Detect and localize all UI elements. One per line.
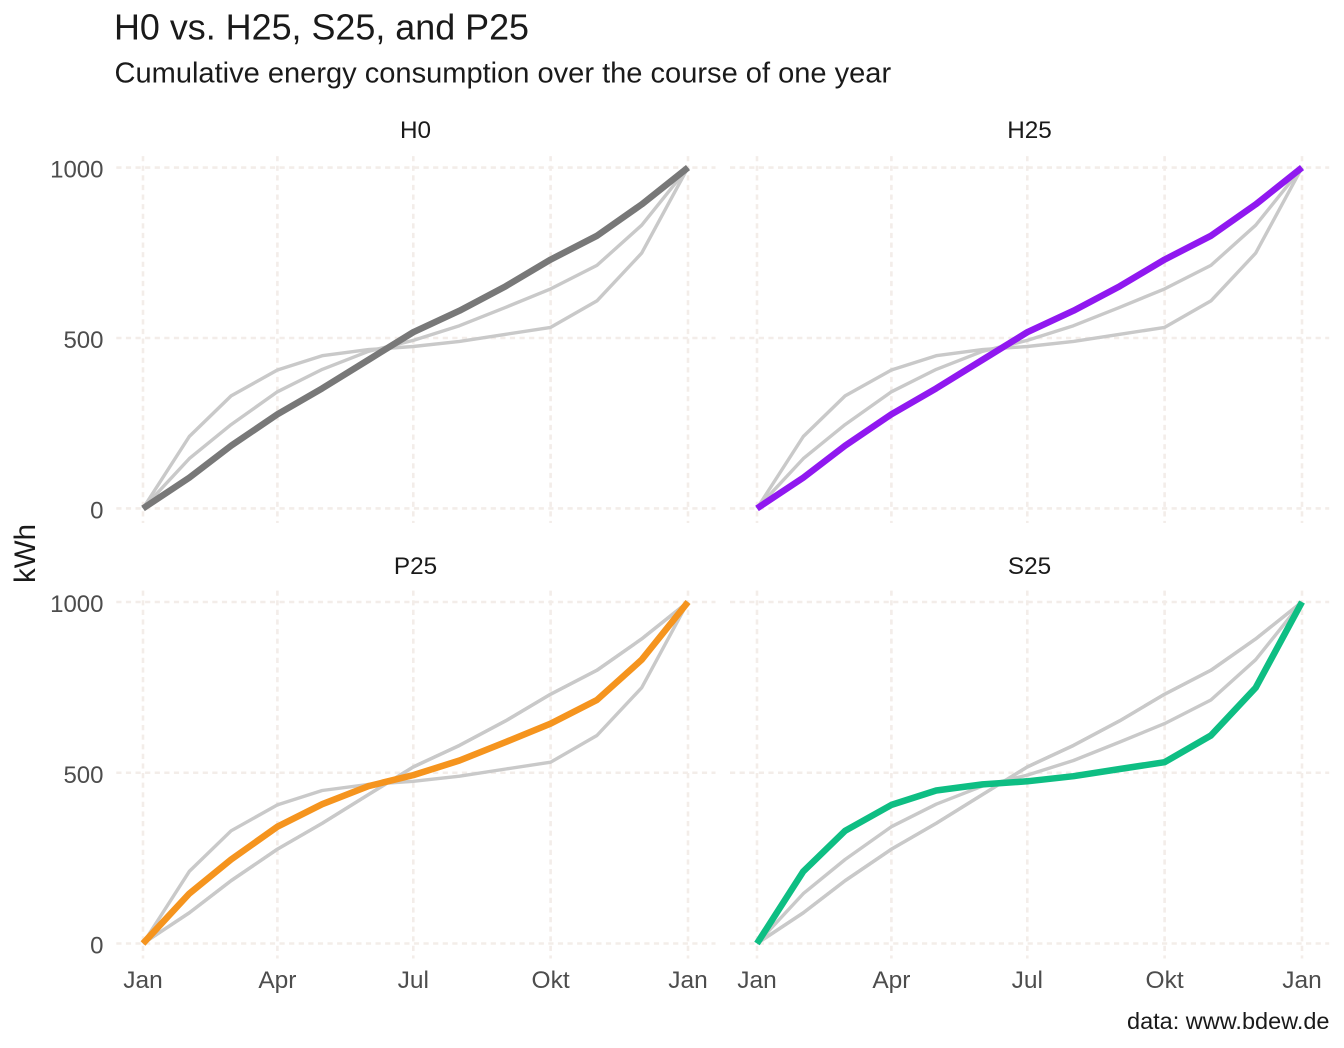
svg-text:Jan: Jan [1282, 967, 1322, 994]
svg-text:1000: 1000 [50, 591, 103, 618]
svg-text:500: 500 [63, 327, 103, 354]
svg-text:Jul: Jul [1012, 967, 1043, 994]
svg-text:Apr: Apr [872, 967, 910, 994]
svg-text:Cumulative energy consumption: Cumulative energy consumption over the c… [115, 58, 892, 90]
svg-text:H0 vs. H25, S25, and P25: H0 vs. H25, S25, and P25 [114, 7, 529, 47]
svg-text:H0: H0 [400, 117, 431, 144]
svg-text:H25: H25 [1007, 117, 1052, 144]
svg-text:500: 500 [63, 762, 103, 789]
svg-text:Okt: Okt [532, 967, 570, 994]
svg-text:Jan: Jan [737, 967, 777, 994]
svg-text:Jul: Jul [398, 967, 429, 994]
svg-text:0: 0 [90, 933, 103, 960]
svg-text:P25: P25 [394, 553, 437, 580]
svg-text:Jan: Jan [668, 967, 708, 994]
svg-text:data: www.bdew.de: data: www.bdew.de [1127, 1008, 1330, 1034]
svg-text:0: 0 [90, 497, 103, 524]
svg-text:Jan: Jan [123, 967, 163, 994]
svg-text:1000: 1000 [50, 157, 103, 184]
svg-text:Okt: Okt [1146, 967, 1184, 994]
svg-text:Apr: Apr [258, 967, 296, 994]
svg-text:S25: S25 [1008, 553, 1051, 580]
svg-text:kWh: kWh [9, 524, 42, 583]
